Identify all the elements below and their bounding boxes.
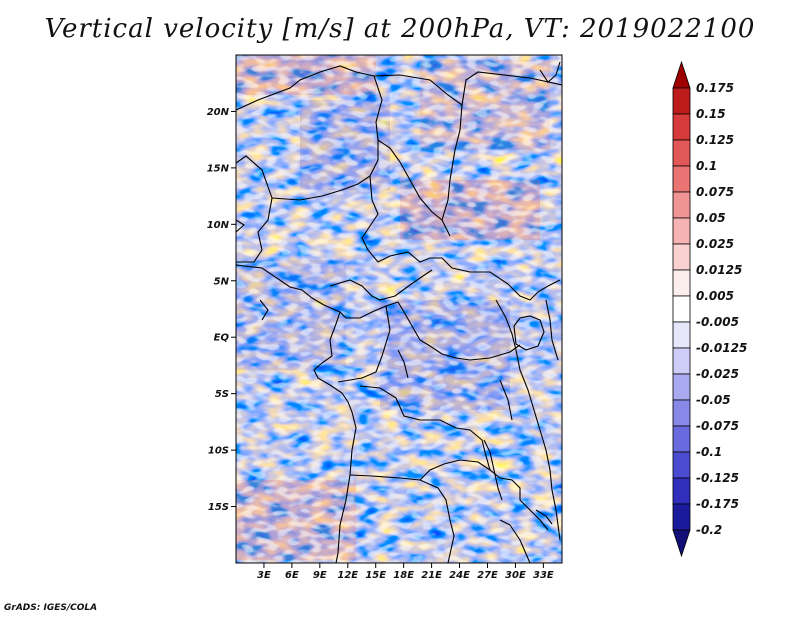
x-tick-label: 18E <box>393 570 414 581</box>
colorbar-swatch <box>672 165 691 193</box>
x-tick-label: 3E <box>257 570 271 581</box>
y-tick-label: 20N <box>207 107 230 118</box>
x-tick-label: 15E <box>365 570 386 581</box>
lakes-outline <box>397 315 553 525</box>
colorbar-label: 0.175 <box>696 81 734 95</box>
plot-area <box>236 55 562 563</box>
colorbar-swatch <box>672 503 691 531</box>
colorbar-label: -0.075 <box>696 419 739 433</box>
colorbar-swatch <box>672 113 691 141</box>
colorbar-swatch <box>672 243 691 271</box>
colorbar-label: -0.005 <box>696 315 739 329</box>
x-tick-label: 12E <box>337 570 358 581</box>
y-tick-label: 5N <box>214 276 230 287</box>
colorbar-swatch <box>672 321 691 349</box>
y-axis: 20N 15N 10N 5N EQ 5S 10S 15S <box>207 107 236 513</box>
colorbar-label: -0.0125 <box>696 341 747 355</box>
colorbar-swatch <box>672 529 691 558</box>
colorbar-swatch <box>672 347 691 375</box>
x-tick-label: 27E <box>477 570 498 581</box>
x-tick-label: 24E <box>449 570 470 581</box>
colorbar-label: 0.125 <box>696 133 734 147</box>
y-tick-label: EQ <box>214 333 230 344</box>
colorbar-label: -0.05 <box>696 393 731 407</box>
x-tick-label: 6E <box>285 570 299 581</box>
x-tick-label: 9E <box>313 570 327 581</box>
y-tick-label: 5S <box>215 389 229 400</box>
grads-credit: GrADS: IGES/COLA <box>4 603 98 613</box>
plot-frame <box>235 54 563 564</box>
colorbar-label: -0.1 <box>696 445 722 459</box>
colorbar-swatch <box>672 425 691 453</box>
colorbar-label: -0.025 <box>696 367 739 381</box>
colorbar-label: 0.075 <box>696 185 734 199</box>
colorbar-label: 0.05 <box>696 211 726 225</box>
y-tick-label: 15N <box>207 163 230 174</box>
x-tick-label: 30E <box>505 570 526 581</box>
colorbar-label: -0.2 <box>696 523 722 537</box>
colorbar-swatch <box>672 87 691 115</box>
colorbar-swatch <box>672 373 691 401</box>
colorbar-swatch <box>672 60 691 89</box>
x-axis: 3E 6E 9E 12E 15E 18E 21E 24E 27E 30E 33E <box>257 563 554 581</box>
colorbar-label: 0.15 <box>696 107 726 121</box>
colorbar: 0.175 0.15 0.125 0.1 0.075 0.05 0.025 0.0125 0.0… <box>672 60 747 558</box>
y-tick-label: 15S <box>208 502 229 513</box>
colorbar-label: 0.1 <box>696 159 717 173</box>
colorbar-label: 0.025 <box>696 237 734 251</box>
colorbar-label: 0.0125 <box>696 263 742 277</box>
x-tick-label: 33E <box>533 570 554 581</box>
colorbar-label: 0.005 <box>696 289 734 303</box>
colorbar-swatch <box>672 139 691 167</box>
velocity-streaks <box>236 55 562 563</box>
y-tick-label: 10S <box>208 446 229 457</box>
x-tick-label: 21E <box>421 570 442 581</box>
y-tick-label: 10N <box>207 220 230 231</box>
colorbar-swatch <box>672 269 691 297</box>
country-borders <box>236 61 562 563</box>
colorbar-swatch <box>672 191 691 219</box>
colorbar-label: -0.175 <box>696 497 739 511</box>
colorbar-swatch <box>672 451 691 479</box>
colorbar-swatch <box>672 399 691 427</box>
colorbar-swatch <box>672 295 691 323</box>
colorbar-swatch <box>672 477 691 505</box>
colorbar-label: -0.125 <box>696 471 739 485</box>
colorbar-swatch <box>672 217 691 245</box>
chart-title: Vertical velocity [m/s] at 200hPa, VT: 2… <box>44 14 756 44</box>
